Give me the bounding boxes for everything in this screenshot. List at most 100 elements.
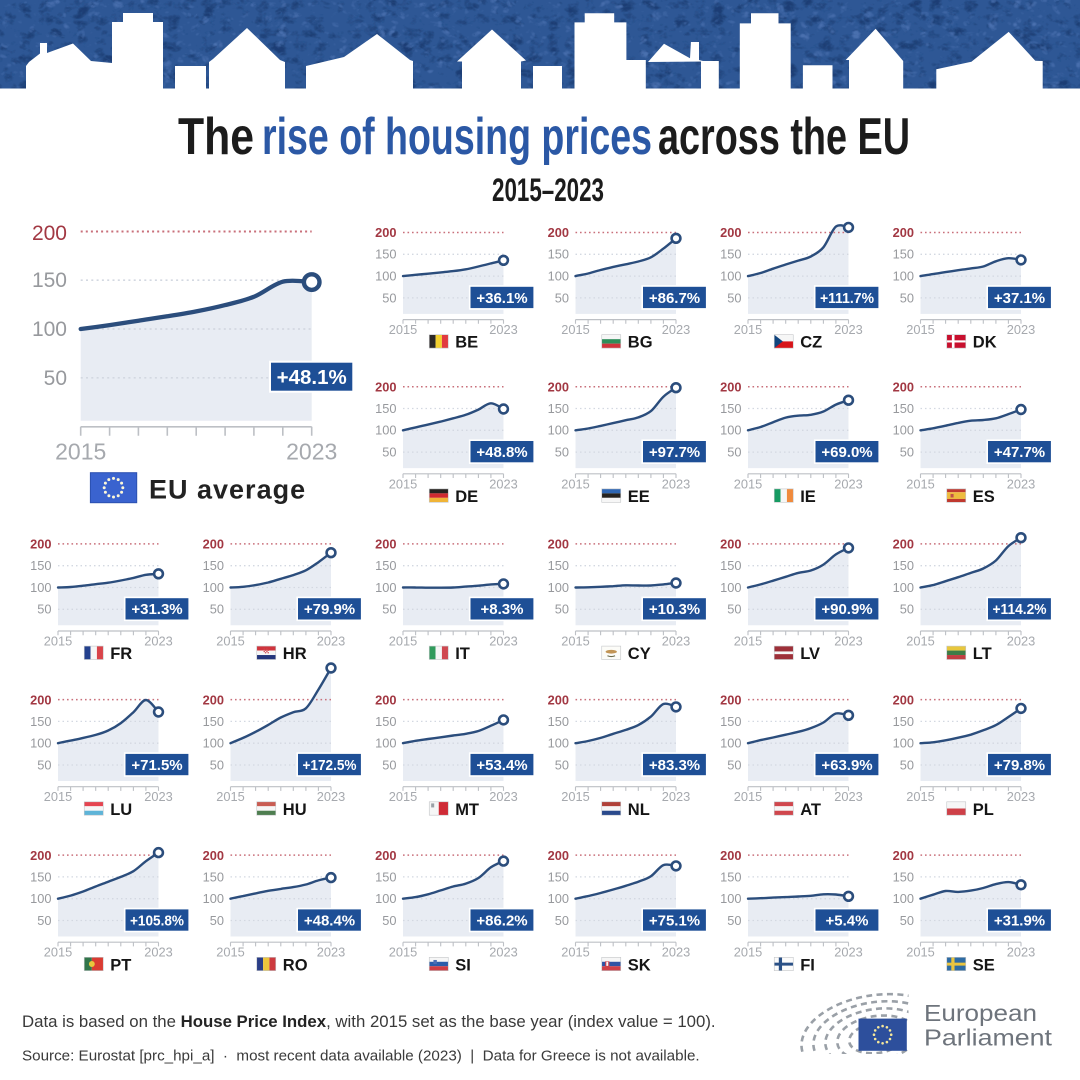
svg-text:+10.3%: +10.3%: [649, 601, 700, 618]
svg-text:+8.3%: +8.3%: [481, 601, 524, 618]
svg-text:200: 200: [720, 379, 741, 394]
svg-text:100: 100: [32, 318, 67, 341]
svg-text:50: 50: [210, 602, 224, 617]
svg-text:European: European: [924, 1000, 1037, 1026]
svg-text:+5.4%: +5.4%: [826, 912, 869, 929]
svg-text:200: 200: [30, 692, 51, 707]
svg-text:ES: ES: [973, 488, 995, 506]
svg-text:150: 150: [30, 558, 51, 573]
svg-text:100: 100: [375, 580, 396, 595]
svg-text:LT: LT: [973, 645, 992, 663]
svg-text:FR: FR: [110, 645, 132, 663]
svg-text:200: 200: [32, 222, 67, 245]
svg-text:50: 50: [37, 913, 51, 928]
svg-text:MT: MT: [455, 801, 479, 819]
svg-text:+90.9%: +90.9%: [821, 601, 872, 618]
svg-text:100: 100: [203, 736, 224, 751]
svg-text:2015: 2015: [734, 476, 762, 491]
svg-text:2015: 2015: [561, 634, 589, 649]
svg-text:50: 50: [727, 290, 741, 305]
svg-text:200: 200: [203, 848, 224, 863]
svg-text:CZ: CZ: [800, 334, 822, 352]
svg-text:50: 50: [210, 913, 224, 928]
svg-text:100: 100: [375, 891, 396, 906]
svg-text:AT: AT: [800, 801, 821, 819]
svg-text:200: 200: [548, 537, 569, 552]
svg-text:2023: 2023: [834, 476, 862, 491]
svg-text:+48.1%: +48.1%: [277, 366, 347, 389]
svg-text:+86.2%: +86.2%: [476, 912, 527, 929]
svg-text:200: 200: [375, 537, 396, 552]
svg-text:2023: 2023: [834, 322, 862, 337]
svg-text:50: 50: [555, 602, 569, 617]
svg-text:2023: 2023: [317, 634, 345, 649]
svg-text:150: 150: [548, 401, 569, 416]
svg-text:50: 50: [382, 290, 396, 305]
svg-text:50: 50: [555, 445, 569, 460]
svg-text:100: 100: [375, 269, 396, 284]
svg-text:The: The: [178, 108, 254, 166]
svg-text:SE: SE: [973, 956, 995, 974]
svg-text:150: 150: [893, 401, 914, 416]
svg-text:2015: 2015: [216, 945, 244, 960]
svg-text:2023: 2023: [662, 476, 690, 491]
svg-text:150: 150: [375, 714, 396, 729]
svg-text:2023: 2023: [662, 634, 690, 649]
svg-text:2023: 2023: [489, 789, 517, 804]
svg-text:100: 100: [720, 891, 741, 906]
svg-text:150: 150: [203, 558, 224, 573]
svg-text:50: 50: [900, 445, 914, 460]
svg-text:50: 50: [727, 445, 741, 460]
svg-text:RO: RO: [283, 956, 308, 974]
svg-text:2015: 2015: [561, 789, 589, 804]
svg-text:IE: IE: [800, 488, 816, 506]
svg-text:200: 200: [548, 379, 569, 394]
svg-text:150: 150: [375, 558, 396, 573]
svg-text:100: 100: [720, 269, 741, 284]
svg-text:rise of housing prices: rise of housing prices: [262, 108, 652, 166]
svg-text:2023: 2023: [1007, 634, 1035, 649]
svg-text:2015: 2015: [734, 634, 762, 649]
svg-text:100: 100: [30, 580, 51, 595]
svg-text:2015: 2015: [389, 945, 417, 960]
svg-text:BE: BE: [455, 334, 478, 352]
svg-text:2015: 2015: [906, 789, 934, 804]
svg-text:150: 150: [203, 869, 224, 884]
svg-text:100: 100: [548, 423, 569, 438]
svg-text:200: 200: [720, 848, 741, 863]
svg-text:2015: 2015: [906, 476, 934, 491]
svg-text:2015: 2015: [216, 634, 244, 649]
svg-text:200: 200: [720, 225, 741, 240]
svg-text:200: 200: [893, 379, 914, 394]
svg-text:50: 50: [382, 757, 396, 772]
svg-text:200: 200: [548, 225, 569, 240]
svg-text:+48.8%: +48.8%: [476, 444, 527, 461]
svg-text:DE: DE: [455, 488, 478, 506]
svg-text:200: 200: [893, 692, 914, 707]
svg-text:150: 150: [893, 247, 914, 262]
svg-text:2023: 2023: [1007, 789, 1035, 804]
svg-text:2015: 2015: [55, 439, 106, 465]
svg-text:100: 100: [375, 423, 396, 438]
svg-text:150: 150: [720, 558, 741, 573]
svg-text:150: 150: [32, 269, 67, 292]
svg-text:50: 50: [555, 290, 569, 305]
svg-text:150: 150: [30, 714, 51, 729]
svg-text:+97.7%: +97.7%: [649, 444, 700, 461]
svg-text:150: 150: [548, 558, 569, 573]
svg-text:150: 150: [893, 714, 914, 729]
svg-text:+31.9%: +31.9%: [994, 912, 1045, 929]
svg-text:2015: 2015: [44, 789, 72, 804]
svg-text:100: 100: [720, 423, 741, 438]
svg-text:2023: 2023: [286, 439, 337, 465]
svg-text:150: 150: [720, 714, 741, 729]
svg-text:150: 150: [720, 401, 741, 416]
svg-text:+71.5%: +71.5%: [131, 757, 182, 774]
svg-text:200: 200: [548, 692, 569, 707]
svg-text:2015: 2015: [389, 634, 417, 649]
svg-text:LV: LV: [800, 645, 820, 663]
svg-text:2015: 2015: [216, 789, 244, 804]
svg-text:2023: 2023: [144, 789, 172, 804]
svg-text:2023: 2023: [489, 322, 517, 337]
svg-text:150: 150: [893, 869, 914, 884]
